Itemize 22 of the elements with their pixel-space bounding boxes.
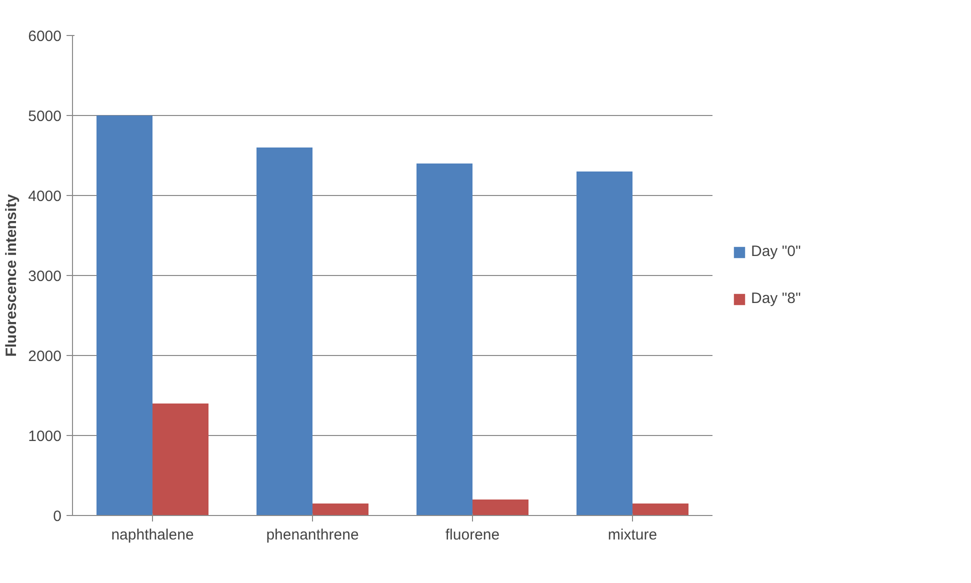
y-tick-label: 6000 [28, 28, 62, 45]
y-tick-label: 3000 [28, 268, 62, 285]
bar [96, 116, 152, 516]
x-tick-label: mixture [608, 526, 658, 544]
legend-label: Day "8" [751, 290, 802, 307]
bar [576, 172, 632, 516]
x-tick-label: naphthalene [111, 526, 194, 544]
x-tick-label: fluorene [445, 526, 500, 544]
bar [416, 164, 472, 516]
bar [256, 148, 312, 516]
bar [632, 504, 688, 516]
y-tick-label: 4000 [28, 188, 62, 205]
y-tick-label: 2000 [28, 348, 62, 365]
y-axis-title: Fluorescence intensity [3, 194, 20, 357]
y-tick-label: 0 [53, 508, 62, 525]
y-tick-label: 5000 [28, 108, 62, 125]
legend-label: Day "0" [751, 243, 802, 260]
x-tick-label: phenanthrene [266, 526, 359, 544]
bar [472, 500, 528, 516]
y-tick-label: 1000 [28, 428, 62, 445]
bar [312, 504, 368, 516]
bar [152, 404, 208, 516]
